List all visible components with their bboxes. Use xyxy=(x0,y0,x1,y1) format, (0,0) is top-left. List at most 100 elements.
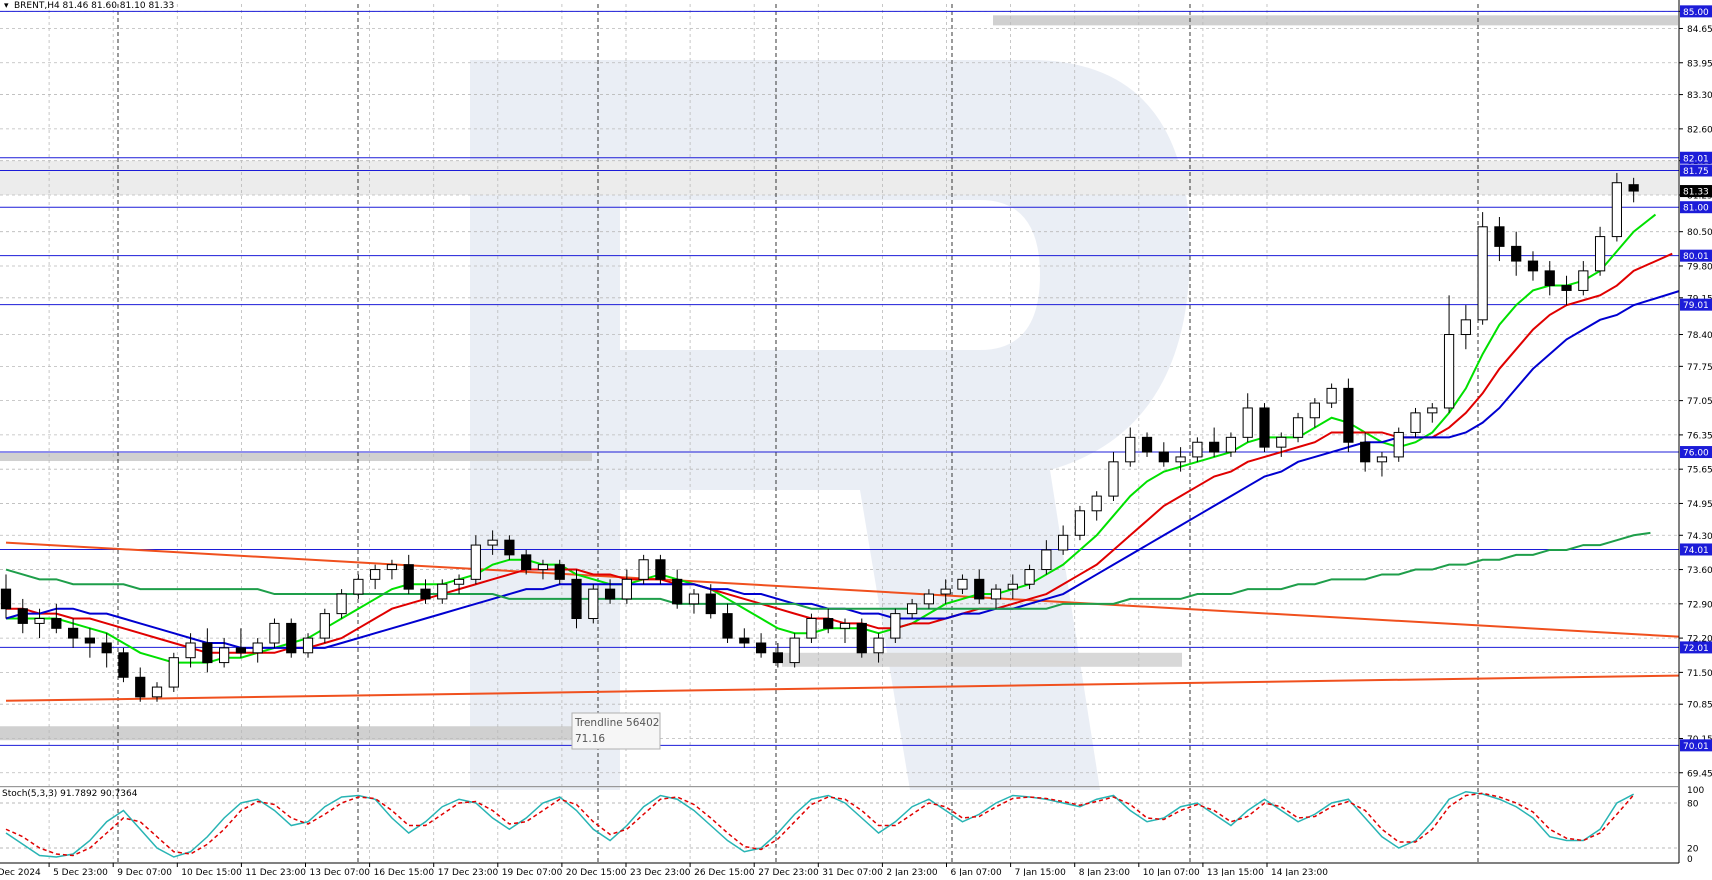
candle-bull xyxy=(1292,417,1304,438)
x-tick-label: 5 Dec 23:00 xyxy=(53,868,108,876)
candlesticks xyxy=(0,172,1639,702)
level-badge-label: 72.01 xyxy=(1683,644,1709,654)
candle-bear xyxy=(1141,436,1153,453)
candle-bear xyxy=(772,652,783,664)
chart-title-icon: ▾ xyxy=(4,1,9,11)
candle-bear xyxy=(1343,387,1354,443)
y-tick-label: 72.90 xyxy=(1687,600,1712,610)
candle-bull xyxy=(1427,407,1438,414)
candle-bull xyxy=(1578,270,1589,291)
candle-bear xyxy=(101,642,112,654)
candle-bull xyxy=(688,593,700,605)
y-tick-label: 75.65 xyxy=(1687,466,1712,476)
candle-bull xyxy=(319,613,330,639)
stochastic-panel: 100 80 200 xyxy=(0,786,1704,865)
candle-bull xyxy=(1460,319,1471,336)
candle-bull xyxy=(638,559,649,580)
candle-bear xyxy=(1494,226,1505,247)
level-badge-label: 80.01 xyxy=(1683,252,1709,262)
candle-bull xyxy=(1309,402,1320,419)
candle-bear xyxy=(856,622,867,654)
level-badge-label: 82.01 xyxy=(1683,154,1709,164)
candle-bull xyxy=(588,588,599,620)
stoch-line-signal xyxy=(5,792,1635,857)
support-zone-76 xyxy=(0,453,592,462)
x-tick-label: 20 Dec 15:00 xyxy=(566,868,627,876)
level-badge xyxy=(1680,446,1712,459)
axis-bg xyxy=(1679,0,1712,876)
annotation-value: 71.16 xyxy=(575,733,605,745)
stoch-axis-label: 20 xyxy=(1687,845,1699,855)
candle-bear xyxy=(722,613,733,639)
candle-bull xyxy=(269,622,280,644)
candle-bear xyxy=(554,564,565,580)
candle-bull xyxy=(839,622,851,629)
stoch-axis-label: 100 xyxy=(1687,786,1704,796)
y-tick-label: 84.65 xyxy=(1687,25,1712,35)
candle-bull xyxy=(1225,436,1237,453)
y-tick-label: 82.60 xyxy=(1687,125,1712,135)
resistance-zone-82 xyxy=(0,160,1678,195)
y-tick-label: 77.05 xyxy=(1687,397,1712,407)
y-tick-label: 83.30 xyxy=(1687,91,1712,101)
candle-bull xyxy=(1276,436,1287,448)
candle-bull xyxy=(873,637,884,654)
level-badge xyxy=(1680,151,1712,164)
candle-bull xyxy=(453,578,465,585)
x-tick-label: 27 Dec 23:00 xyxy=(758,868,819,876)
candle-bear xyxy=(202,642,213,664)
zone-72 xyxy=(782,652,1182,667)
candle-bull xyxy=(151,686,163,698)
candle-bear xyxy=(521,554,532,571)
price-axis: 85.0084.6583.9583.3082.6081.9581.2580.50… xyxy=(1678,0,1712,876)
candle-bull xyxy=(437,583,448,600)
candle-bull xyxy=(1192,441,1203,458)
candle-bear xyxy=(235,647,247,654)
x-tick-label: 17 Dec 23:00 xyxy=(438,868,499,876)
candle-bull xyxy=(906,603,918,615)
candle-bull xyxy=(370,569,381,580)
level-badge-label: 79.01 xyxy=(1683,301,1709,311)
x-tick-label: 10 Jan 07:00 xyxy=(1143,868,1200,876)
y-tick-label: 80.50 xyxy=(1687,228,1712,238)
y-tick-label: 69.45 xyxy=(1687,769,1712,779)
stoch-axis-label: 0 xyxy=(1687,855,1693,865)
candle-bull xyxy=(302,637,314,654)
candle-bull xyxy=(806,618,817,639)
candle-bear xyxy=(705,593,716,615)
y-tick-label: 78.40 xyxy=(1687,331,1712,341)
candle-bull xyxy=(537,564,549,571)
candle-bull xyxy=(1326,387,1337,404)
candle-bear xyxy=(823,618,834,629)
resistance-zone-top xyxy=(993,15,1678,26)
candle-bear xyxy=(504,539,515,556)
y-tick-label: 70.85 xyxy=(1687,701,1712,711)
candle-bear xyxy=(0,588,12,610)
candle-bear xyxy=(1360,441,1371,463)
brand-watermark-logo xyxy=(470,60,1190,790)
x-tick-label: 10 Dec 15:00 xyxy=(181,868,242,876)
y-tick-label: 73.60 xyxy=(1687,566,1712,576)
level-badge-label: 81.75 xyxy=(1683,167,1709,177)
level-badge xyxy=(1680,201,1712,214)
candle-bull xyxy=(789,637,800,664)
watermark-shape xyxy=(470,60,1190,790)
candle-bear xyxy=(1259,407,1270,448)
price-zones xyxy=(0,15,1678,741)
candle-bull xyxy=(1242,407,1253,438)
level-badge-label: 76.00 xyxy=(1683,449,1709,459)
candle-bull xyxy=(1074,510,1086,536)
annotation-label: Trendline 56402 xyxy=(574,717,659,729)
level-badge xyxy=(1680,543,1712,556)
candle-bear xyxy=(403,564,414,590)
candle-bear xyxy=(135,676,146,698)
y-tick-label: 74.95 xyxy=(1687,500,1712,510)
candle-bull xyxy=(1393,431,1404,458)
candle-bear xyxy=(286,622,297,654)
x-tick-label: 11 Dec 23:00 xyxy=(245,868,306,876)
candle-bull xyxy=(219,647,230,664)
level-badge xyxy=(1680,5,1712,18)
candle-bull xyxy=(1594,236,1606,272)
